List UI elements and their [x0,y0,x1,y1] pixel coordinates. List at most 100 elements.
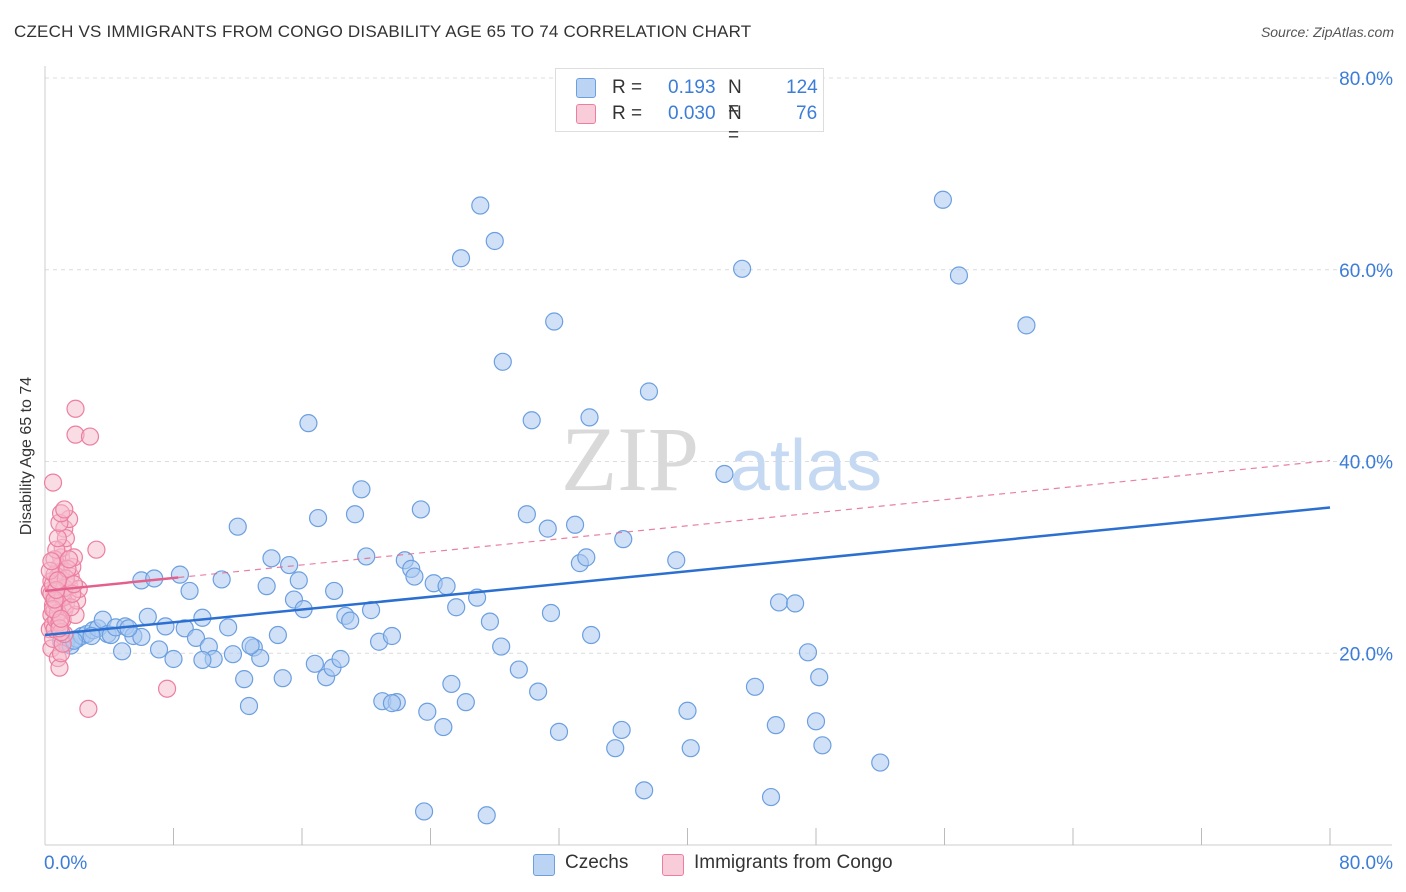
trend-lines [44,459,1331,637]
congo-points [40,399,177,718]
czech-point [798,643,818,662]
congo-point [64,575,84,594]
czech-point [434,717,453,737]
czech-point [517,505,536,524]
czech-point [219,618,238,637]
congo-point [80,427,100,446]
czech-point [761,787,781,807]
czech-points [51,190,1036,825]
czech-point [345,505,365,524]
czech-point [522,411,541,430]
czech-point [235,670,254,689]
czech-point [745,677,765,696]
czech-point [418,702,437,721]
czech-legend-swatch [533,854,555,876]
czech-point [228,517,247,536]
axes [44,66,1392,846]
czech-point [1017,316,1036,335]
czech-point [949,266,969,285]
czech-point [813,736,832,755]
congo-point [42,552,61,571]
congo-point [79,699,98,718]
czech-point [170,565,190,584]
czech-point [180,581,199,601]
czech-point [480,612,500,631]
congo-point [51,609,71,628]
czech-point [639,382,659,401]
congo-point [157,679,177,698]
czech-point [299,414,318,433]
czech-point [580,408,599,427]
tick-labels: 20.0% 40.0% 60.0% 80.0% 0.0% 80.0% [44,69,1393,874]
watermark-zip: ZIP [561,408,699,510]
czech-swatch [576,78,596,98]
x-tick-label: 80.0% [1339,853,1393,874]
czech-point [352,480,371,499]
czech-point [405,567,424,586]
czech-point [442,674,461,694]
congo-point [48,529,67,548]
czech-point [509,660,528,679]
legend-r-value: 0.030 [668,103,716,124]
czech-point [577,548,596,567]
czech-point [149,640,169,659]
chart-title: CZECH VS IMMIGRANTS FROM CONGO DISABILIT… [14,22,752,41]
congo-point [55,500,74,519]
watermark: ZIP atlas [561,408,882,510]
czech-point [538,519,557,538]
czech-point [614,530,633,549]
czech-point [138,607,157,626]
congo-swatch [576,104,596,124]
czech-point [471,196,490,215]
congo-trend-line [44,576,179,593]
czech-point [766,716,785,735]
legend-n-value: 124 [786,77,818,98]
czech-point [492,637,511,656]
czech-point [414,802,434,821]
czech-point [549,722,569,741]
czech-point [541,603,561,623]
czech-point [933,190,952,209]
legend-n-value: 76 [796,103,818,124]
czech-point [212,570,231,589]
czech-point [529,682,548,701]
czech-point [331,649,350,669]
czech-point [382,626,402,646]
czech-point [485,231,504,251]
source-label: Source: ZipAtlas.com [1260,24,1394,40]
czech-point [447,598,466,617]
czech-point [241,636,260,655]
y-tick-label: 20.0% [1339,644,1393,665]
czech-point [357,547,376,566]
czech-point [565,515,585,534]
grid-lines [45,77,1392,654]
czech-point [681,739,700,758]
congo-point [87,540,106,559]
czech-point [262,549,281,568]
stats-legend: R = 0.193 N = 124 R = 0.030 N = 76 [555,68,824,146]
czech-point [582,625,601,645]
czech-point [308,508,328,528]
czech-point [156,617,175,636]
czech-point [786,594,805,613]
czech-point [606,739,625,758]
czech-point [223,645,243,664]
czech-point [715,464,734,484]
congo-legend-swatch [662,854,684,876]
czech-point [341,611,360,630]
legend-r-label: R = [612,77,643,98]
czech-point [493,352,512,371]
legend-r-value: 0.193 [668,77,716,98]
czech-point [456,693,475,712]
czech-point [437,577,456,596]
czech-point [257,577,276,596]
czech-point [268,625,288,645]
czech-point [325,581,344,601]
czech-point [635,781,654,800]
czech-point [678,701,697,720]
congo-point [43,473,63,492]
czech-point [810,668,829,687]
congo-legend-label: Immigrants from Congo [694,852,893,873]
watermark-atlas: atlas [730,426,882,506]
